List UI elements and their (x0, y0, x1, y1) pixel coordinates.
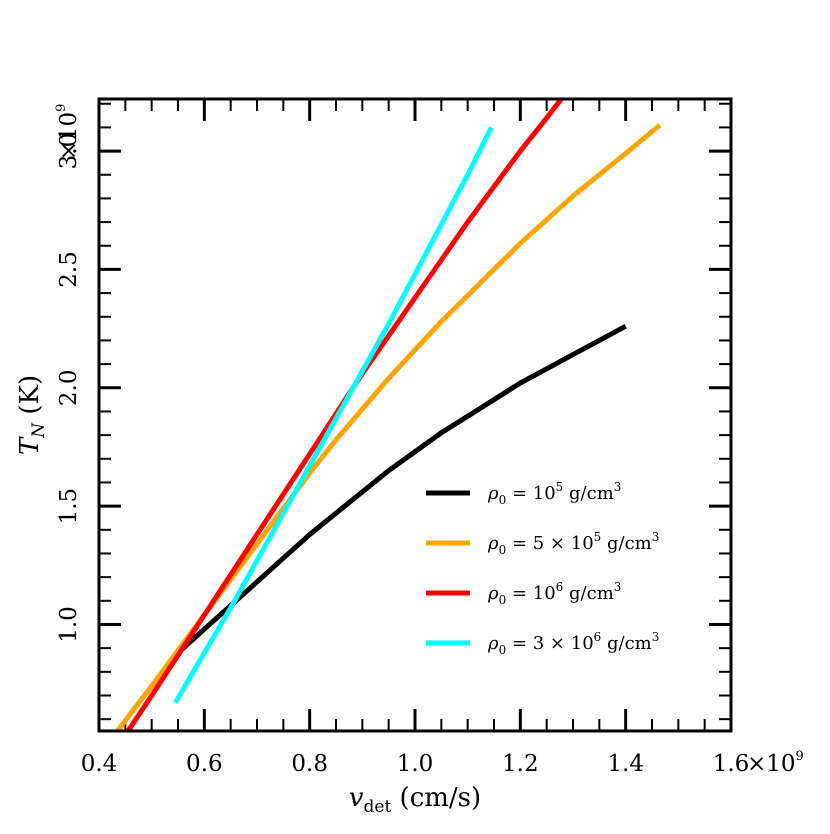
x-tick-label: 0.6 (186, 751, 223, 777)
series-layer (115, 99, 662, 731)
x-scale-label: ×109 (747, 749, 804, 777)
x-tick-label: 1.6 (713, 751, 750, 777)
series-line-1 (176, 323, 627, 655)
labels-layer: 0.4 0.6 0.8 1.0 1.2 1.4 1.6×1091.01.52.02.53.0… (15, 104, 804, 817)
y-scale-label: ×109 (54, 104, 82, 161)
x-axis-title: vdet (cm/s) (349, 783, 481, 817)
legend: ρ0 = 105 g/cm3 ρ0 = 5 × 105 g/cm3 ρ0 = 106… (426, 480, 659, 657)
series-line-3 (125, 99, 565, 731)
legend-label-4: ρ0 = 3 × 106 g/cm3 (487, 630, 659, 657)
y-axis-title: TN (K) (15, 375, 49, 455)
y-tick-label: 2.0 (56, 369, 82, 406)
x-tick-label: 1.2 (502, 751, 539, 777)
x-tick-label: 1.4 (607, 751, 644, 777)
ticks-layer (97, 99, 733, 731)
y-tick-label: 3.0 (56, 133, 82, 170)
y-tick-label: 1.5 (56, 488, 82, 525)
y-tick-label: 2.5 (56, 251, 82, 288)
series-line-4 (173, 126, 494, 704)
x-tick-label: 0.4 (81, 751, 118, 777)
legend-label-2: ρ0 = 5 × 105 g/cm3 (487, 530, 659, 557)
legend-label-3: ρ0 = 106 g/cm3 (487, 580, 621, 607)
x-tick-label: 1.0 (397, 751, 434, 777)
y-tick-label: 1.0 (56, 606, 82, 643)
x-tick-label: 0.8 (291, 751, 328, 777)
legend-label-1: ρ0 = 105 g/cm3 (487, 480, 621, 507)
plot-frame (97, 97, 733, 733)
